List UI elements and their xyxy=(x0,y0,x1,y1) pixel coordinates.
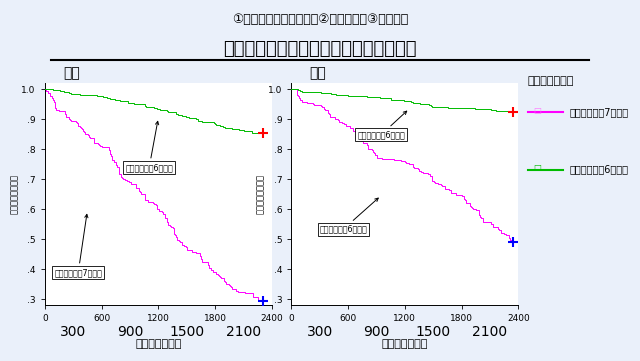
Text: 社会的孤立群の生存率が大きく低下する: 社会的孤立群の生存率が大きく低下する xyxy=(223,40,417,58)
Text: 女性: 女性 xyxy=(309,66,326,81)
Text: □: □ xyxy=(533,164,541,172)
Y-axis label: 累積生存率（女）: 累積生存率（女） xyxy=(256,174,265,214)
Text: 社會的孤立二群: 社會的孤立二群 xyxy=(528,76,574,86)
Text: ①一人で隣近所に外出　②地域活動　③趣味活動: ①一人で隣近所に外出 ②地域活動 ③趣味活動 xyxy=(232,13,408,26)
Text: 六年間生存日数: 六年間生存日数 xyxy=(136,339,182,349)
Text: 社会孤立得点6点以下: 社会孤立得点6点以下 xyxy=(358,111,406,139)
Y-axis label: 累積生存率（男）: 累積生存率（男） xyxy=(10,174,19,214)
Text: 六年間生存日数: 六年間生存日数 xyxy=(382,339,428,349)
Text: 社会孤立得点7点以上: 社会孤立得点7点以上 xyxy=(570,107,628,117)
Text: 社会孤立得点6点以下: 社会孤立得点6点以下 xyxy=(319,198,378,234)
Text: 社会孤立得点7点以上: 社会孤立得点7点以上 xyxy=(54,214,102,277)
Text: 男性: 男性 xyxy=(63,66,80,81)
Text: 社会孤立得点6点以下: 社会孤立得点6点以下 xyxy=(125,121,173,172)
Text: □: □ xyxy=(533,106,541,114)
Text: 社会孤立得点6点以下: 社会孤立得点6点以下 xyxy=(570,165,628,175)
